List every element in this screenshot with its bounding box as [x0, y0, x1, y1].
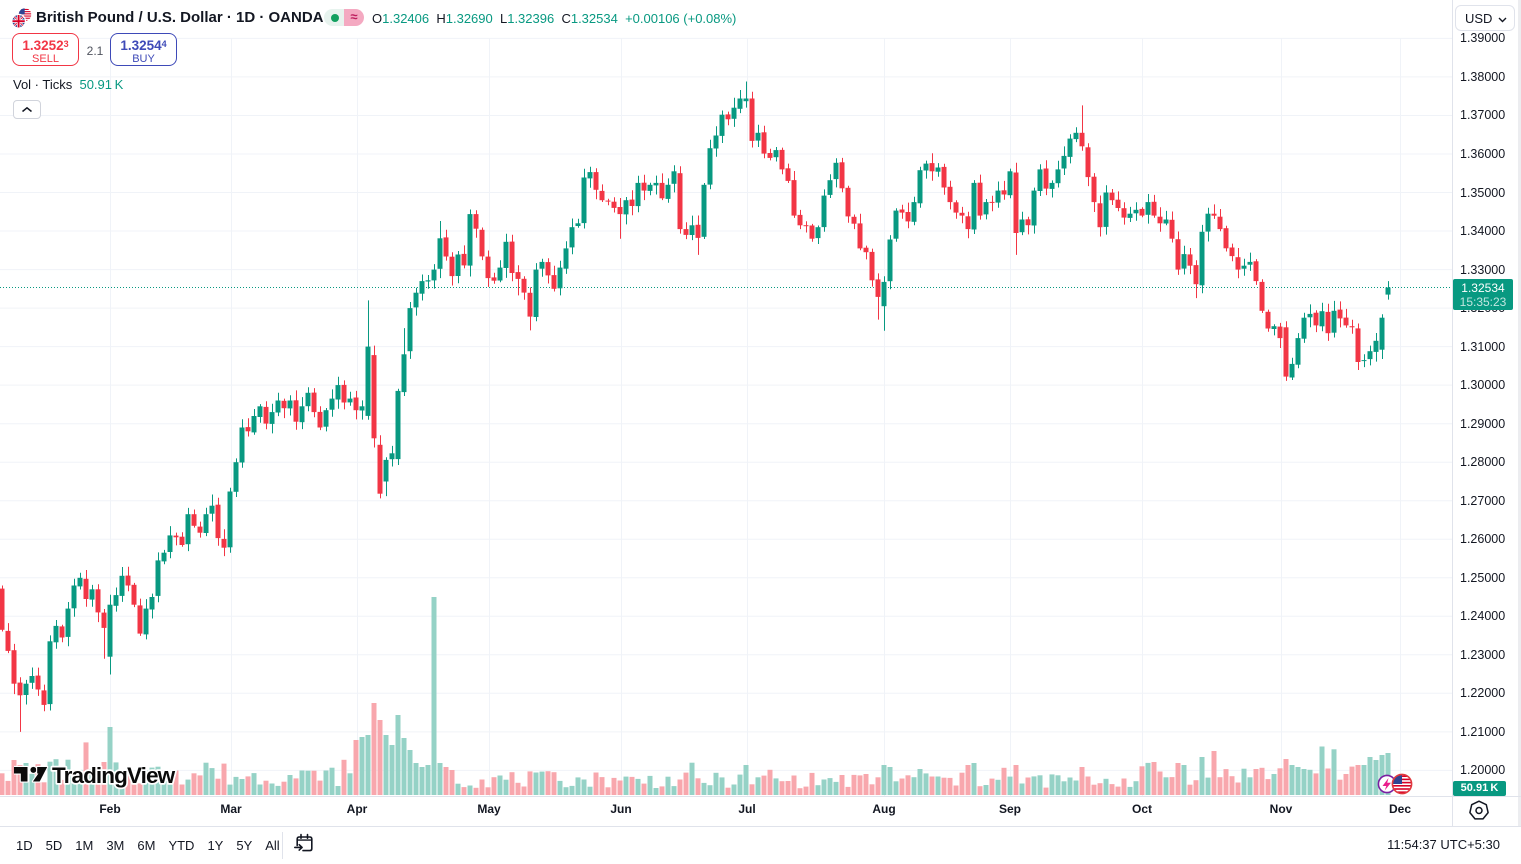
svg-text:TradingView: TradingView — [52, 763, 176, 788]
